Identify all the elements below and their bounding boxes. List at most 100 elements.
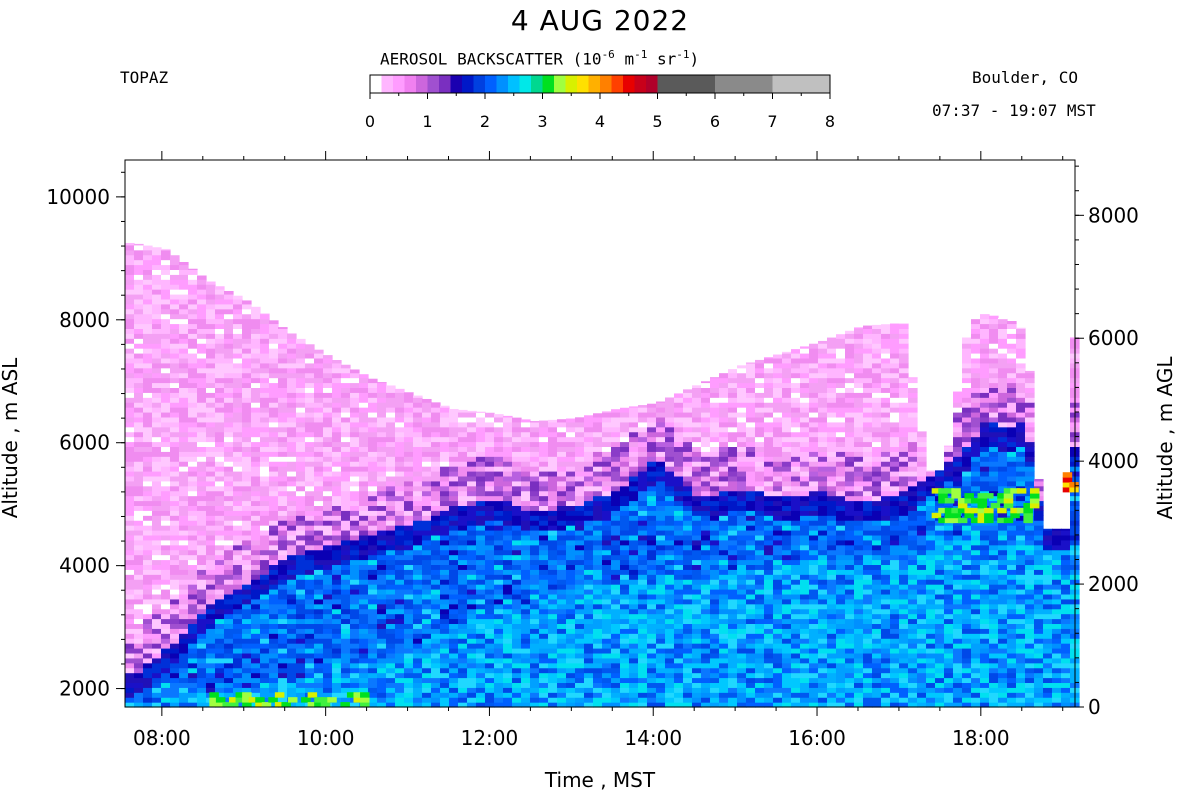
- backscatter-cell: [485, 692, 495, 698]
- backscatter-cell: [152, 564, 162, 570]
- backscatter-cell: [404, 392, 414, 398]
- backscatter-cell: [242, 466, 252, 472]
- backscatter-cell: [269, 647, 279, 654]
- backscatter-cell: [638, 623, 648, 629]
- backscatter-cell: [746, 426, 756, 433]
- backscatter-cell: [179, 613, 189, 620]
- backscatter-cell: [206, 377, 216, 384]
- backscatter-cell: [593, 500, 603, 507]
- backscatter-cell: [179, 274, 189, 280]
- backscatter-cell: [278, 397, 288, 403]
- backscatter-cell: [143, 520, 153, 526]
- backscatter-cell: [449, 539, 459, 546]
- backscatter-cell: [557, 603, 567, 610]
- backscatter-cell: [260, 505, 270, 511]
- backscatter-cell: [206, 362, 216, 369]
- backscatter-cell: [287, 495, 297, 502]
- backscatter-cell: [683, 623, 693, 629]
- backscatter-cell: [692, 638, 702, 644]
- backscatter-cell: [296, 352, 306, 359]
- backscatter-cell: [692, 539, 702, 546]
- backscatter-cell: [494, 544, 504, 551]
- backscatter-cell: [701, 515, 711, 521]
- backscatter-cell: [188, 357, 198, 364]
- backscatter-cell: [143, 451, 153, 457]
- backscatter-cell: [746, 377, 756, 384]
- backscatter-cell: [485, 520, 495, 526]
- backscatter-cell: [233, 613, 243, 620]
- backscatter-cell: [719, 608, 729, 615]
- backscatter-cell: [179, 367, 189, 374]
- backscatter-cell: [143, 534, 153, 541]
- backscatter-cell: [530, 569, 540, 575]
- backscatter-cell: [647, 628, 657, 634]
- backscatter-cell: [179, 682, 189, 688]
- backscatter-cell: [467, 411, 477, 418]
- backscatter-cell: [530, 662, 540, 669]
- backscatter-cell: [350, 534, 360, 541]
- backscatter-cell: [350, 382, 360, 389]
- backscatter-cell: [269, 323, 279, 330]
- backscatter-cell: [566, 510, 576, 516]
- backscatter-cell: [512, 470, 522, 477]
- backscatter-cell: [233, 588, 243, 595]
- backscatter-cell: [296, 697, 306, 703]
- backscatter-cell: [287, 569, 297, 575]
- colorbar-swatch: [657, 75, 687, 93]
- backscatter-cell: [215, 456, 225, 462]
- backscatter-cell: [665, 397, 675, 403]
- backscatter-cell: [413, 638, 423, 644]
- backscatter-cell: [341, 431, 351, 438]
- backscatter-cell: [215, 372, 225, 379]
- backscatter-cell: [152, 480, 162, 487]
- backscatter-cell: [161, 608, 171, 615]
- backscatter-cell: [719, 515, 729, 521]
- backscatter-cell: [413, 480, 423, 487]
- backscatter-cell: [440, 618, 450, 625]
- backscatter-cell: [188, 525, 198, 531]
- backscatter-cell: [584, 426, 594, 433]
- backscatter-cell: [413, 520, 423, 526]
- backscatter-cell: [404, 466, 414, 472]
- backscatter-cell: [557, 667, 567, 674]
- backscatter-cell: [692, 421, 702, 428]
- backscatter-cell: [449, 593, 459, 600]
- backscatter-cell: [503, 490, 513, 497]
- backscatter-cell: [485, 446, 495, 452]
- backscatter-cell: [368, 461, 378, 467]
- backscatter-cell: [296, 426, 306, 433]
- backscatter-cell: [332, 657, 342, 664]
- backscatter-cell: [152, 416, 162, 423]
- backscatter-cell: [323, 392, 333, 398]
- backscatter-cell: [467, 475, 477, 482]
- backscatter-cell: [197, 308, 207, 315]
- backscatter-cell: [125, 466, 135, 472]
- backscatter-cell: [224, 539, 234, 546]
- backscatter-cell: [152, 446, 162, 452]
- backscatter-cell: [638, 525, 648, 531]
- backscatter-cell: [152, 284, 162, 290]
- backscatter-cell: [728, 451, 738, 457]
- backscatter-cell: [224, 515, 234, 521]
- backscatter-cell: [152, 431, 162, 438]
- backscatter-cell: [584, 608, 594, 615]
- backscatter-cell: [188, 421, 198, 428]
- backscatter-cell: [746, 500, 756, 507]
- backscatter-cell: [197, 643, 207, 649]
- backscatter-cell: [485, 569, 495, 575]
- backscatter-cell: [584, 638, 594, 644]
- backscatter-cell: [719, 451, 729, 457]
- backscatter-cell: [746, 451, 756, 457]
- backscatter-cell: [197, 495, 207, 502]
- backscatter-cell: [737, 500, 747, 507]
- backscatter-cell: [206, 672, 216, 679]
- backscatter-cell: [683, 515, 693, 521]
- backscatter-cell: [746, 682, 756, 688]
- backscatter-cell: [422, 672, 432, 679]
- backscatter-cell: [503, 628, 513, 634]
- backscatter-cell: [242, 367, 252, 374]
- colorbar-swatch: [381, 75, 394, 93]
- backscatter-cell: [548, 579, 558, 585]
- backscatter-cell: [395, 613, 405, 620]
